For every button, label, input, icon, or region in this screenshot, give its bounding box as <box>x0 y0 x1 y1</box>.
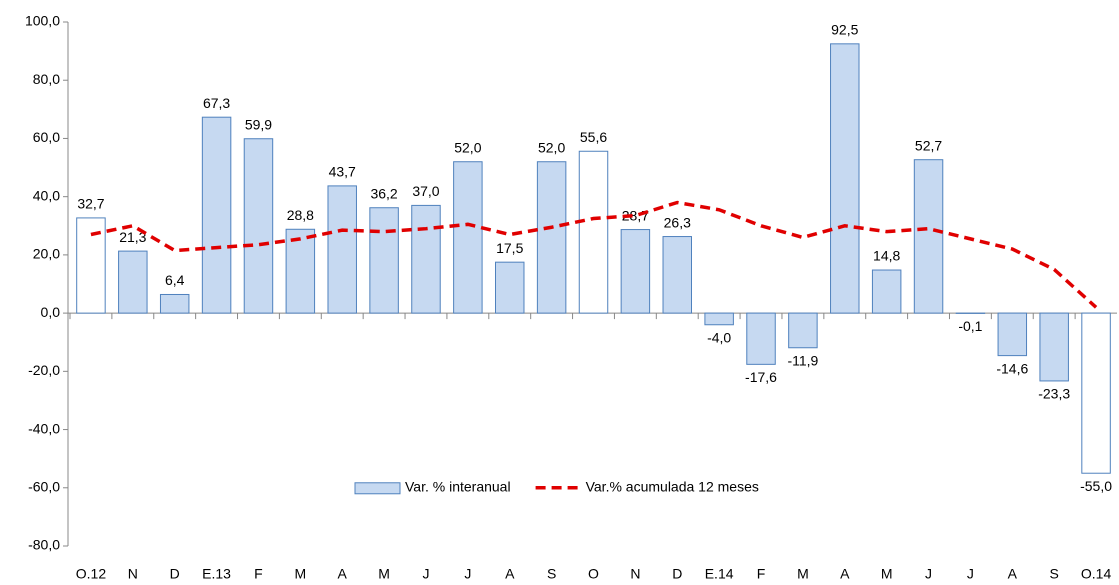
bar <box>285 228 316 314</box>
data-label: -14,6 <box>996 360 1028 376</box>
y-tick-label: 80,0 <box>33 71 60 87</box>
bar <box>453 161 483 314</box>
x-tick-label: J <box>925 566 932 582</box>
bar <box>997 312 1028 357</box>
bar <box>578 150 609 314</box>
x-tick-label: O.14 <box>1081 566 1112 582</box>
bar <box>201 116 232 314</box>
data-label: 43,7 <box>329 164 356 180</box>
data-label: -23,3 <box>1038 386 1070 402</box>
x-tick-label: F <box>757 566 766 582</box>
y-tick-label: 0,0 <box>41 304 61 320</box>
data-label: 14,8 <box>873 248 900 264</box>
data-label: 17,5 <box>496 240 523 256</box>
x-tick-label: E.14 <box>705 566 734 582</box>
bar <box>76 217 106 314</box>
bar <box>369 207 399 314</box>
x-tick-label: A <box>505 566 515 582</box>
x-tick-label: D <box>672 566 682 582</box>
bar <box>1081 312 1111 474</box>
x-tick-label: N <box>128 566 138 582</box>
data-label: 67,3 <box>203 95 230 111</box>
data-label: 37,0 <box>412 183 439 199</box>
data-label: 52,0 <box>538 139 565 155</box>
line <box>90 200 1098 309</box>
bar <box>118 250 148 314</box>
x-tick-label: M <box>378 566 390 582</box>
bar <box>830 43 860 314</box>
bar <box>159 293 190 314</box>
x-tick-label: D <box>170 566 180 582</box>
bar <box>913 159 944 314</box>
x-tick-label: O.12 <box>76 566 107 582</box>
bar <box>327 185 357 314</box>
bar <box>620 229 651 314</box>
y-tick-label: 20,0 <box>33 246 60 262</box>
y-tick-label: -40,0 <box>28 420 60 436</box>
bar <box>495 261 525 314</box>
data-label: -11,9 <box>787 352 818 368</box>
x-tick-label: M <box>881 566 893 582</box>
data-label: -0,1 <box>958 318 982 334</box>
bar <box>788 312 818 349</box>
data-label: -55,0 <box>1080 478 1112 494</box>
y-tick-label: 100,0 <box>25 13 60 29</box>
data-label: 59,9 <box>245 116 272 132</box>
data-label: 52,7 <box>915 137 942 153</box>
data-label: 92,5 <box>831 22 858 38</box>
data-label: 26,3 <box>664 214 691 230</box>
x-tick-label: A <box>1008 566 1018 582</box>
bar <box>1039 312 1069 382</box>
y-tick-label: 60,0 <box>33 129 60 145</box>
bar <box>536 161 567 314</box>
y-tick-label: -80,0 <box>28 537 60 553</box>
x-tick-label: A <box>840 566 850 582</box>
legend-label: Var.% acumulada 12 meses <box>586 478 759 494</box>
data-label: 28,8 <box>287 207 314 223</box>
bar <box>871 269 902 314</box>
bar <box>411 204 441 314</box>
x-tick-label: N <box>630 566 640 582</box>
bar <box>662 236 692 314</box>
y-tick-label: -60,0 <box>28 478 60 494</box>
data-label: 55,6 <box>580 129 607 145</box>
data-label: 21,3 <box>119 229 146 245</box>
bar <box>746 312 776 365</box>
legend-label: Var. % interanual <box>405 478 511 494</box>
data-label: -4,0 <box>707 329 731 345</box>
data-label: -17,6 <box>745 369 777 385</box>
data-label: 6,4 <box>165 272 185 288</box>
legend-swatch <box>354 482 401 495</box>
data-label: 36,2 <box>370 185 397 201</box>
x-tick-label: O <box>588 566 599 582</box>
x-tick-label: S <box>547 566 556 582</box>
x-tick-label: J <box>464 566 471 582</box>
data-label: 52,0 <box>454 139 481 155</box>
y-tick-label: 40,0 <box>33 187 60 203</box>
x-tick-label: E.13 <box>202 566 231 582</box>
x-tick-label: J <box>422 566 429 582</box>
x-tick-label: J <box>967 566 974 582</box>
data-label: 32,7 <box>77 196 104 212</box>
x-tick-label: F <box>254 566 263 582</box>
x-tick-label: A <box>338 566 348 582</box>
x-tick-label: S <box>1050 566 1059 582</box>
y-tick-label: -20,0 <box>28 362 60 378</box>
x-tick-label: M <box>797 566 809 582</box>
data-label: 28,7 <box>622 207 649 223</box>
x-tick-label: M <box>295 566 307 582</box>
bar <box>243 138 274 314</box>
bar <box>704 312 734 326</box>
